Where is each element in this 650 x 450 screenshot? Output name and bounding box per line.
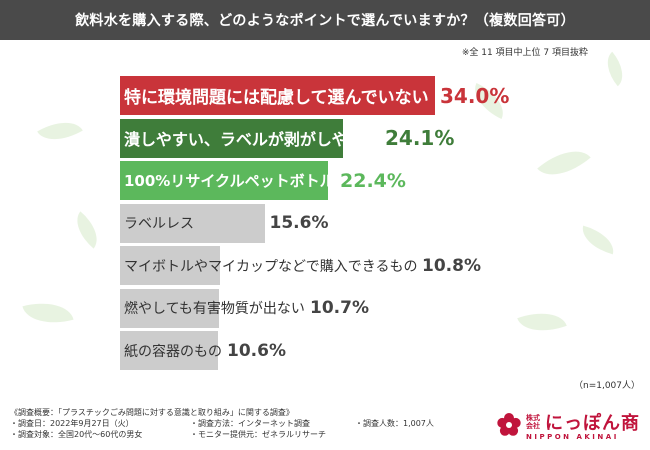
survey-method: ・調査方法：インターネット調査 [190,419,310,428]
value-label: 24.1% [385,126,455,150]
sample-size-label: （n=1,007人） [573,381,640,391]
company-logo: 株式会社 にっぽん商 NIPPON AKINAI [496,409,640,441]
value-label: 10.6% [227,340,286,361]
bar [120,203,265,243]
bar-label: 特に環境問題には配慮して選んでいない [124,88,429,108]
bar-label: 潰しやすい、ラベルが剥がしやすい [124,130,380,149]
value-label: 15.6% [269,213,329,233]
logo-small-text: 株式会社 [526,414,540,430]
leaf-decoration [22,294,74,332]
bar [120,246,221,285]
bar [120,331,219,370]
bar [120,161,328,200]
bar-label: 燃やしても有害物質が出ない [124,301,305,317]
plum-blossom-icon [497,413,521,436]
bar-label: 紙の容器のもの [124,343,222,360]
value-label: 10.7% [310,298,369,318]
leaf-decoration [598,51,632,87]
survey-provider: ・モニター提供元：ゼネラルリサーチ [190,430,326,439]
leaf-decoration [578,225,618,255]
bar [120,118,344,158]
leaf-decoration [37,111,83,151]
bar-label: ラベルレス [124,216,194,232]
bar [120,76,435,115]
survey-respondents: ・調査人数：1,007人 [355,419,434,428]
leaf-decoration [517,303,567,341]
logo-name: にっぽん商 [545,413,640,434]
value-label: 10.8% [422,255,481,276]
bar-label: マイボトルやマイカップなどで購入できるもの [124,258,418,275]
survey-target: ・調査対象：全国20代～60代の男女 [10,430,143,439]
leaf-decoration [537,137,591,189]
chart-title: 飲料水を購入する際、どのようなポイントで選んでいますか？（複数回答可） [0,0,650,40]
value-label: 34.0% [440,83,510,108]
bar-label: 100%リサイクルペットボトル [124,172,335,190]
survey-date: ・調査日：2022年9月27日（火） [10,419,134,428]
leaf-decoration [67,211,107,249]
bar [120,288,220,328]
survey-title: 《調査概要：「プラスチックごみ問題に対する意識と取り組み」に関する調査》 [10,408,294,417]
survey-footer: 《調査概要：「プラスチックごみ問題に対する意識と取り組み」に関する調査》 ・調査… [10,407,434,440]
value-label: 22.4% [340,169,406,192]
note-text: ※全 11 項目中上位 7 項目抜粋 [461,48,588,58]
logo-english: NIPPON AKINAI [526,433,619,441]
